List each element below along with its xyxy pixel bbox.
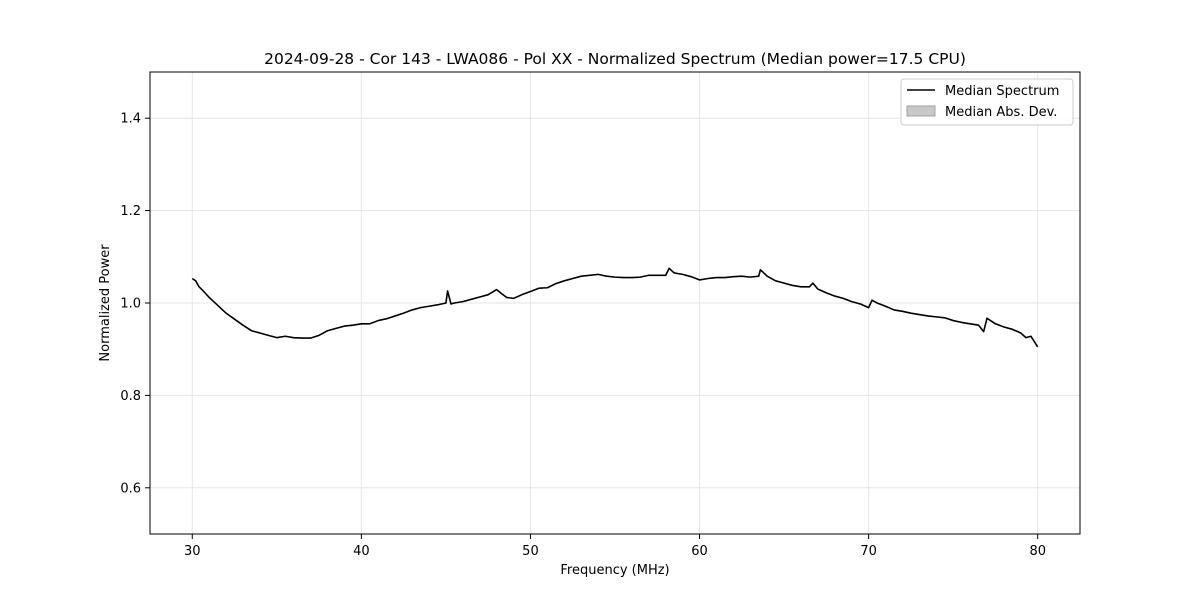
legend-mad-swatch bbox=[906, 105, 936, 117]
y-tick-label: 1.2 bbox=[120, 204, 141, 219]
series-layer bbox=[191, 267, 1039, 348]
legend: Median Spectrum Median Abs. Dev. bbox=[900, 78, 1074, 126]
legend-median-spectrum-label: Median Spectrum bbox=[945, 84, 1059, 99]
x-tick-label: 40 bbox=[353, 544, 370, 559]
series-line-median-spectrum bbox=[191, 267, 1039, 348]
y-axis-ticks: 0.6 0.8 1.0 1.2 1.4 bbox=[120, 112, 150, 496]
legend-mad-label: Median Abs. Dev. bbox=[945, 105, 1057, 120]
y-tick-label: 1.4 bbox=[120, 112, 141, 127]
legend-box bbox=[900, 78, 1074, 126]
y-tick-label: 1.0 bbox=[120, 297, 141, 312]
x-tick-label: 30 bbox=[184, 544, 201, 559]
y-axis-label: Normalized Power bbox=[98, 244, 113, 362]
x-tick-label: 80 bbox=[1029, 544, 1046, 559]
x-axis-ticks: 30 40 50 60 70 80 bbox=[184, 534, 1046, 559]
chart-title: 2024-09-28 - Cor 143 - LWA086 - Pol XX -… bbox=[264, 50, 966, 68]
y-tick-label: 0.8 bbox=[120, 389, 141, 404]
x-axis-label: Frequency (MHz) bbox=[560, 563, 669, 578]
x-tick-label: 50 bbox=[522, 544, 539, 559]
y-tick-label: 0.6 bbox=[120, 481, 141, 496]
x-tick-label: 60 bbox=[691, 544, 708, 559]
x-tick-label: 70 bbox=[860, 544, 877, 559]
